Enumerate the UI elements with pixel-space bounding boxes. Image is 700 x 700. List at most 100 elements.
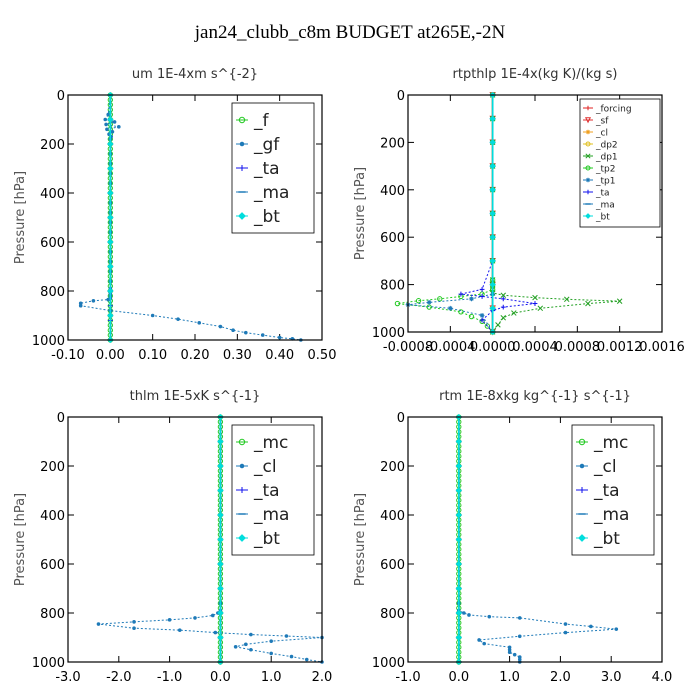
data-point bbox=[284, 634, 289, 638]
panel-title: thlm 1E-5xK s^{-1} bbox=[130, 389, 261, 404]
y-tick-label: 600 bbox=[380, 558, 405, 573]
legend-label: _tp2 bbox=[595, 165, 615, 175]
y-axis-label: Pressure [hPa] bbox=[353, 493, 368, 586]
y-tick-label: 600 bbox=[380, 231, 405, 246]
data-point bbox=[110, 129, 115, 134]
legend-swatch-marker bbox=[238, 116, 246, 124]
data-point bbox=[217, 609, 224, 617]
data-point bbox=[177, 628, 182, 632]
y-tick-label: 0 bbox=[57, 89, 65, 104]
panel-title: rtm 1E-8xkg kg^{-1} s^{-1} bbox=[439, 389, 631, 404]
y-tick-label: 0 bbox=[397, 89, 405, 104]
x-tick-label: 1.0 bbox=[261, 670, 282, 685]
data-point bbox=[217, 511, 224, 519]
legend: _forcing _sf _cl _dp2 _dp1 _tp2 _tp1 _ta _ma _bt bbox=[579, 98, 661, 228]
y-tick-label: 400 bbox=[40, 509, 65, 524]
data-point bbox=[91, 299, 96, 303]
data-point bbox=[585, 300, 591, 307]
x-tick-label: 0.50 bbox=[308, 348, 337, 363]
data-point bbox=[479, 294, 485, 299]
x-tick-label: -0.0004 bbox=[425, 340, 475, 355]
legend-label: _ta bbox=[253, 159, 280, 179]
y-tick-label: 200 bbox=[40, 460, 65, 475]
data-point bbox=[455, 609, 462, 617]
legend-swatch-marker bbox=[579, 463, 585, 469]
data-point bbox=[217, 560, 224, 568]
data-point bbox=[112, 120, 117, 124]
legend-label: _ta bbox=[595, 189, 610, 199]
data-point bbox=[106, 297, 111, 302]
legend-label: _sf bbox=[595, 117, 609, 127]
legend-swatch-marker bbox=[578, 438, 586, 446]
legend: _f _gf _ta _ma _bt bbox=[231, 102, 315, 234]
y-tick-label: 800 bbox=[40, 285, 65, 300]
legend-label: _cl bbox=[593, 457, 617, 477]
legend-swatch-marker bbox=[585, 141, 591, 147]
data-point bbox=[489, 139, 496, 146]
data-point bbox=[512, 652, 517, 657]
legend-label: _ma bbox=[593, 505, 629, 525]
legend-swatch-marker bbox=[238, 212, 246, 220]
data-point bbox=[193, 616, 197, 620]
x-tick-label: 0.0 bbox=[210, 670, 231, 685]
data-point bbox=[455, 585, 462, 592]
x-tick-label: 0.0004 bbox=[512, 340, 558, 355]
legend-swatch-marker bbox=[239, 141, 245, 147]
x-tick-label: -3.0 bbox=[55, 670, 80, 685]
data-point bbox=[150, 313, 155, 318]
data-point bbox=[105, 127, 109, 132]
data-point bbox=[489, 257, 496, 265]
data-point bbox=[260, 333, 265, 337]
legend-swatch-marker bbox=[238, 438, 246, 446]
y-tick-label: 600 bbox=[40, 558, 65, 573]
legend: _mc _cl _ta _ma _bt bbox=[571, 424, 655, 556]
data-point bbox=[217, 634, 224, 641]
data-point bbox=[107, 140, 114, 148]
y-tick-label: 600 bbox=[40, 236, 65, 251]
data-point bbox=[489, 162, 496, 170]
legend-swatch-marker bbox=[585, 177, 591, 183]
y-tick-label: 1000 bbox=[32, 656, 65, 671]
x-tick-label: 0.20 bbox=[181, 348, 210, 363]
data-point bbox=[217, 462, 224, 470]
data-point bbox=[489, 281, 496, 288]
data-point bbox=[107, 263, 114, 270]
legend-label: _dp1 bbox=[595, 153, 618, 163]
data-point bbox=[167, 618, 172, 622]
legend-label: _ta bbox=[593, 481, 620, 501]
data-point bbox=[244, 642, 248, 647]
y-tick-label: 1000 bbox=[372, 656, 405, 671]
y-tick-label: 800 bbox=[380, 607, 405, 622]
x-tick-label: 0.0008 bbox=[555, 340, 601, 355]
data-point bbox=[106, 112, 111, 117]
x-tick-label: 0.00 bbox=[96, 348, 125, 363]
y-tick-label: 0 bbox=[397, 411, 405, 426]
legend-label: _bt bbox=[595, 213, 610, 223]
legend-label: _gf bbox=[253, 135, 280, 155]
data-point bbox=[500, 304, 506, 310]
legend-label: _dp2 bbox=[595, 141, 618, 151]
data-point bbox=[467, 613, 471, 617]
y-tick-label: 400 bbox=[40, 187, 65, 202]
data-point bbox=[616, 298, 623, 304]
y-tick-label: 200 bbox=[380, 460, 405, 475]
series-line bbox=[397, 95, 494, 333]
legend-swatch-marker bbox=[239, 487, 245, 493]
legend-label: _mc bbox=[593, 433, 628, 453]
data-point bbox=[217, 487, 224, 494]
data-point bbox=[96, 622, 101, 626]
data-point bbox=[487, 614, 492, 619]
data-point bbox=[500, 315, 507, 321]
data-point bbox=[107, 287, 114, 295]
legend-label: _cl bbox=[595, 129, 608, 139]
legend-label: _cl bbox=[253, 457, 277, 477]
data-point bbox=[614, 627, 619, 631]
data-point bbox=[249, 632, 253, 637]
panel-title: rtpthlp 1E-4x(kg K)/(kg s) bbox=[453, 67, 618, 82]
data-point bbox=[563, 296, 570, 303]
data-point bbox=[104, 122, 108, 127]
data-point bbox=[217, 585, 224, 592]
legend-label: _bt bbox=[253, 529, 280, 549]
data-point bbox=[455, 438, 462, 445]
data-point bbox=[489, 234, 496, 241]
